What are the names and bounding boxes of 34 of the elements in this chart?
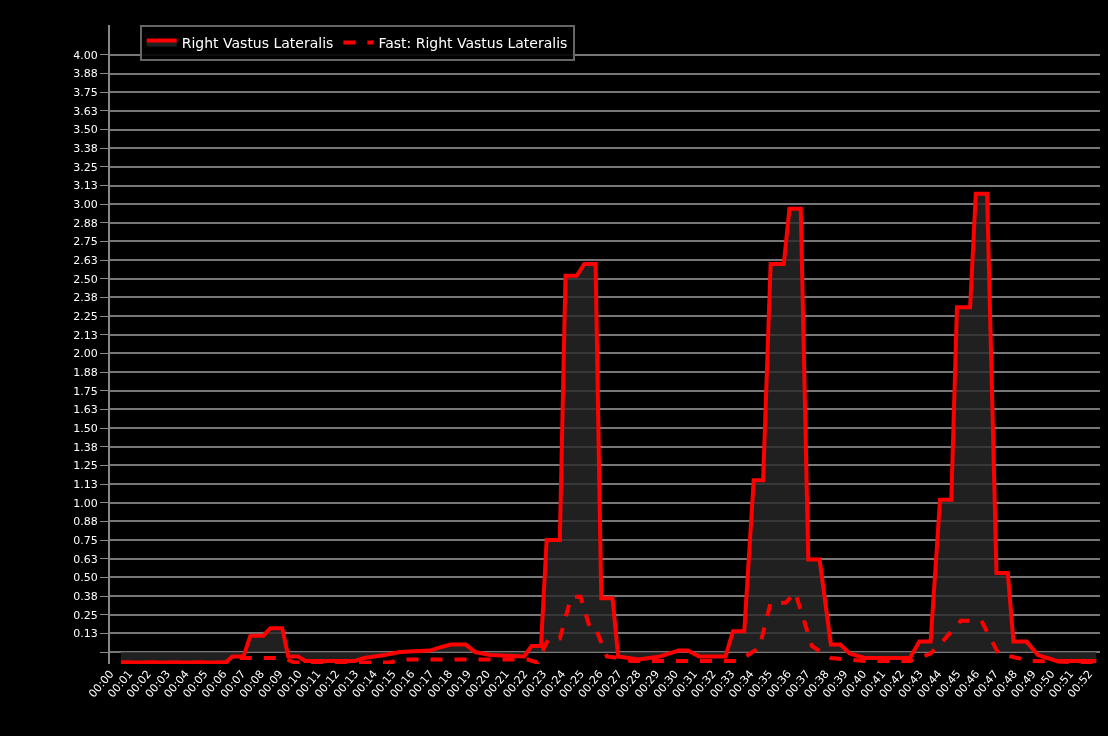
y-tick-label: 2.75 [73, 235, 98, 249]
y-tick-label: 1.00 [73, 496, 98, 510]
y-tick-label: 4.00 [73, 48, 98, 62]
y-tick-label: 2.13 [73, 328, 98, 342]
y-tick-label: 3.00 [73, 198, 98, 212]
y-tick-label: 1.38 [73, 440, 98, 454]
y-tick-label: 3.88 [73, 67, 98, 81]
y-tick-label: 1.13 [73, 477, 98, 491]
y-tick-label: 0.13 [73, 627, 98, 641]
y-tick-label: 3.63 [73, 104, 98, 118]
y-tick-label: 3.13 [73, 179, 98, 193]
y-tick-label: 3.50 [73, 123, 98, 137]
y-tick-label: 1.63 [73, 403, 98, 417]
y-tick-label: 3.75 [73, 86, 98, 100]
y-tick-label: 0.25 [73, 608, 98, 622]
y-tick-label: 3.25 [73, 160, 98, 174]
y-tick-label: 0.38 [73, 589, 98, 603]
y-tick-label: 1.25 [73, 459, 98, 473]
y-tick-label: 0.63 [73, 552, 98, 566]
y-tick-label: 0.75 [73, 533, 98, 547]
y-tick-label: 1.88 [73, 365, 98, 379]
y-tick-label: 1.50 [73, 421, 98, 435]
y-tick-label: 2.38 [73, 291, 98, 305]
y-tick-label: 3.38 [73, 142, 98, 156]
y-tick-label: 2.50 [73, 272, 98, 286]
legend-label: Right Vastus Lateralis [181, 35, 334, 52]
y-tick-label: 0.50 [73, 571, 98, 585]
legend-label: Fast: Right Vastus Lateralis [378, 35, 568, 52]
y-tick-label: 2.63 [73, 254, 98, 267]
y-tick-label: 0.88 [73, 515, 98, 529]
y-tick-label: 2.00 [73, 347, 98, 361]
y-tick-label: 2.25 [73, 309, 98, 323]
y-tick-label: 2.88 [73, 216, 98, 230]
y-tick-label: 1.75 [73, 384, 98, 398]
